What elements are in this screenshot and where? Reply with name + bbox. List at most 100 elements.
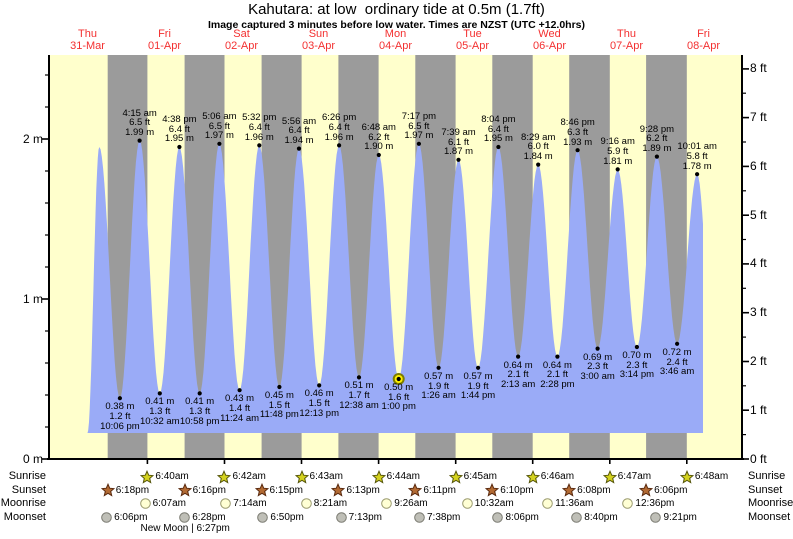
tide-extreme-dot xyxy=(416,141,421,146)
tide-annotation-line: 8:29 am xyxy=(521,131,556,143)
tide-annotation-low: 0.43 m 1.4 ft 11:24 am xyxy=(203,394,277,423)
sunset-time: 6:15pm xyxy=(269,484,303,496)
sunrise-time: 6:44am xyxy=(386,471,420,482)
tide-extreme-dot xyxy=(575,148,580,153)
moonrise-icon xyxy=(220,498,232,509)
tide-annotation-line: 3:46 am xyxy=(659,366,695,378)
tide-annotation-line: 5:06 am xyxy=(202,110,237,122)
sunrise-star-icon xyxy=(448,469,463,484)
tide-annotation-line: 1.4 ft xyxy=(229,402,251,414)
sunset-row-label-right: Sunset xyxy=(748,483,783,496)
moonrise-icon xyxy=(542,498,554,509)
tide-extreme-dot xyxy=(496,144,501,150)
sunset-star-icon xyxy=(408,483,423,497)
tide-annotation-line: 1.81 m xyxy=(603,155,633,167)
sunrise-time: 6:40am xyxy=(155,471,189,482)
tide-annotation-line: 6.5 ft xyxy=(408,120,430,132)
tide-annotation-high: 7:39 am 6.1 ft 1.87 m xyxy=(422,128,496,157)
moonset-icon xyxy=(179,511,191,523)
chart-title: Kahutara: at low ordinary tide at 0.5m (… xyxy=(248,1,545,18)
sunrise-time: 6:43am xyxy=(309,471,343,482)
moonset-icon xyxy=(492,511,504,523)
tide-annotation-line: 4:38 pm xyxy=(162,114,197,125)
tide-annotation-line: 1.89 m xyxy=(642,143,672,154)
tide-annotation-line: 1.9 ft xyxy=(428,380,450,392)
moonrise-event: 8:21am xyxy=(300,497,347,510)
tide-annotation-line: 1.97 m xyxy=(404,130,434,142)
sunrise-star-icon xyxy=(217,469,232,484)
tide-annotation-line: 4:15 am xyxy=(122,107,157,119)
sunrise-event: 6:47am xyxy=(602,469,652,484)
tide-annotation-line: 1.6 ft xyxy=(388,391,410,403)
day-date: 02-Apr xyxy=(224,39,259,52)
moonset-row-label-right: Moonset xyxy=(748,510,791,523)
tide-annotation-line: 5.9 ft xyxy=(607,146,629,158)
tide-annotation-line: 6.4 ft xyxy=(248,122,270,134)
tide-annotation-line: 0.46 m xyxy=(304,388,334,400)
moonset-event: 6:28pm xyxy=(178,511,226,524)
moonset-time: 8:40pm xyxy=(584,511,618,523)
tide-annotation-line: 11:48 pm xyxy=(259,409,299,421)
moonset-icon xyxy=(414,511,425,523)
moonrise-time: 10:32am xyxy=(474,498,514,509)
sunset-star-icon xyxy=(331,483,346,497)
day-label: Wed 06-Apr xyxy=(513,28,587,52)
sunset-event: 6:13pm xyxy=(331,483,380,497)
tide-annotation-line: 1.97 m xyxy=(204,130,234,142)
tide-extreme-dot xyxy=(675,341,680,346)
tide-annotation-line: 1.87 m xyxy=(444,146,474,158)
tide-annotation-line: 3:00 am xyxy=(580,371,615,382)
day-date: 05-Apr xyxy=(455,39,490,52)
sunset-star-icon xyxy=(639,483,654,497)
day-date: 03-Apr xyxy=(301,39,336,52)
tide-annotation-line: 1.7 ft xyxy=(348,390,370,402)
sunset-star-icon xyxy=(100,483,115,497)
tide-extreme-dot xyxy=(615,167,620,172)
y-axis-label-ft: 3 ft xyxy=(750,305,767,320)
new-moon-text: New Moon xyxy=(140,523,189,534)
tide-extreme-dot xyxy=(695,172,700,177)
sunset-time: 6:16pm xyxy=(192,484,226,496)
tide-annotation-high: 6:48 am 6.2 ft 1.90 m xyxy=(342,123,416,152)
tide-extreme-dot xyxy=(536,162,541,167)
tide-annotation-line: 2.1 ft xyxy=(546,369,568,381)
day-weekday: Sat xyxy=(233,28,250,40)
tide-annotation-line: 5.8 ft xyxy=(686,150,708,162)
moonrise-time: 9:26am xyxy=(394,498,428,509)
tide-annotation-line: 6:48 am xyxy=(361,122,396,133)
tide-extreme-dot xyxy=(476,365,481,370)
tide-annotation-line: 6.5 ft xyxy=(129,117,151,129)
tide-annotation-line: 3:14 pm xyxy=(619,369,655,381)
tide-annotation-line: 10:58 pm xyxy=(179,415,220,427)
new-moon-time: 6:27pm xyxy=(196,523,230,534)
tide-annotation-line: 1.96 m xyxy=(244,131,274,143)
tide-annotation-high: 6:26 pm 6.4 ft 1.96 m xyxy=(302,113,376,142)
day-label: Thu 07-Apr xyxy=(590,28,664,52)
tide-annotation-line: 2:28 pm xyxy=(540,379,575,390)
sunrise-time: 6:47am xyxy=(617,471,652,482)
tide-annotation-line: 1.5 ft xyxy=(268,399,290,411)
moonset-time: 6:06pm xyxy=(114,511,148,523)
sunrise-time: 6:48am xyxy=(694,471,729,482)
moonset-time: 6:28pm xyxy=(192,511,226,523)
day-date: 04-Apr xyxy=(378,39,413,52)
y-axis-label-ft: 5 ft xyxy=(750,207,767,222)
tide-annotation-high: 9:16 am 5.9 ft 1.81 m xyxy=(581,137,655,166)
sunrise-event: 6:46am xyxy=(525,469,574,484)
y-axis-label-ft: 6 ft xyxy=(750,158,767,173)
sunset-time: 6:08pm xyxy=(577,484,611,496)
tide-annotation-high: 8:46 pm 6.3 ft 1.93 m xyxy=(541,118,615,147)
tide-annotation-line: 6.1 ft xyxy=(447,136,470,148)
tide-extreme-dot xyxy=(396,376,401,382)
sunrise-row-label-left: Sunrise xyxy=(8,470,46,482)
sunrise-time: 6:45am xyxy=(463,471,498,482)
y-axis-label-m: 1 m xyxy=(22,291,43,306)
tide-extreme-dot xyxy=(634,344,640,350)
tide-extreme-dot xyxy=(337,143,342,148)
tide-extreme-dot xyxy=(117,396,122,401)
tide-annotation-low: 0.64 m 2.1 ft 2:13 am xyxy=(481,360,555,390)
sunset-event: 6:06pm xyxy=(639,483,688,497)
moonset-event: 9:21pm xyxy=(649,511,697,524)
sunset-time: 6:06pm xyxy=(654,484,688,496)
